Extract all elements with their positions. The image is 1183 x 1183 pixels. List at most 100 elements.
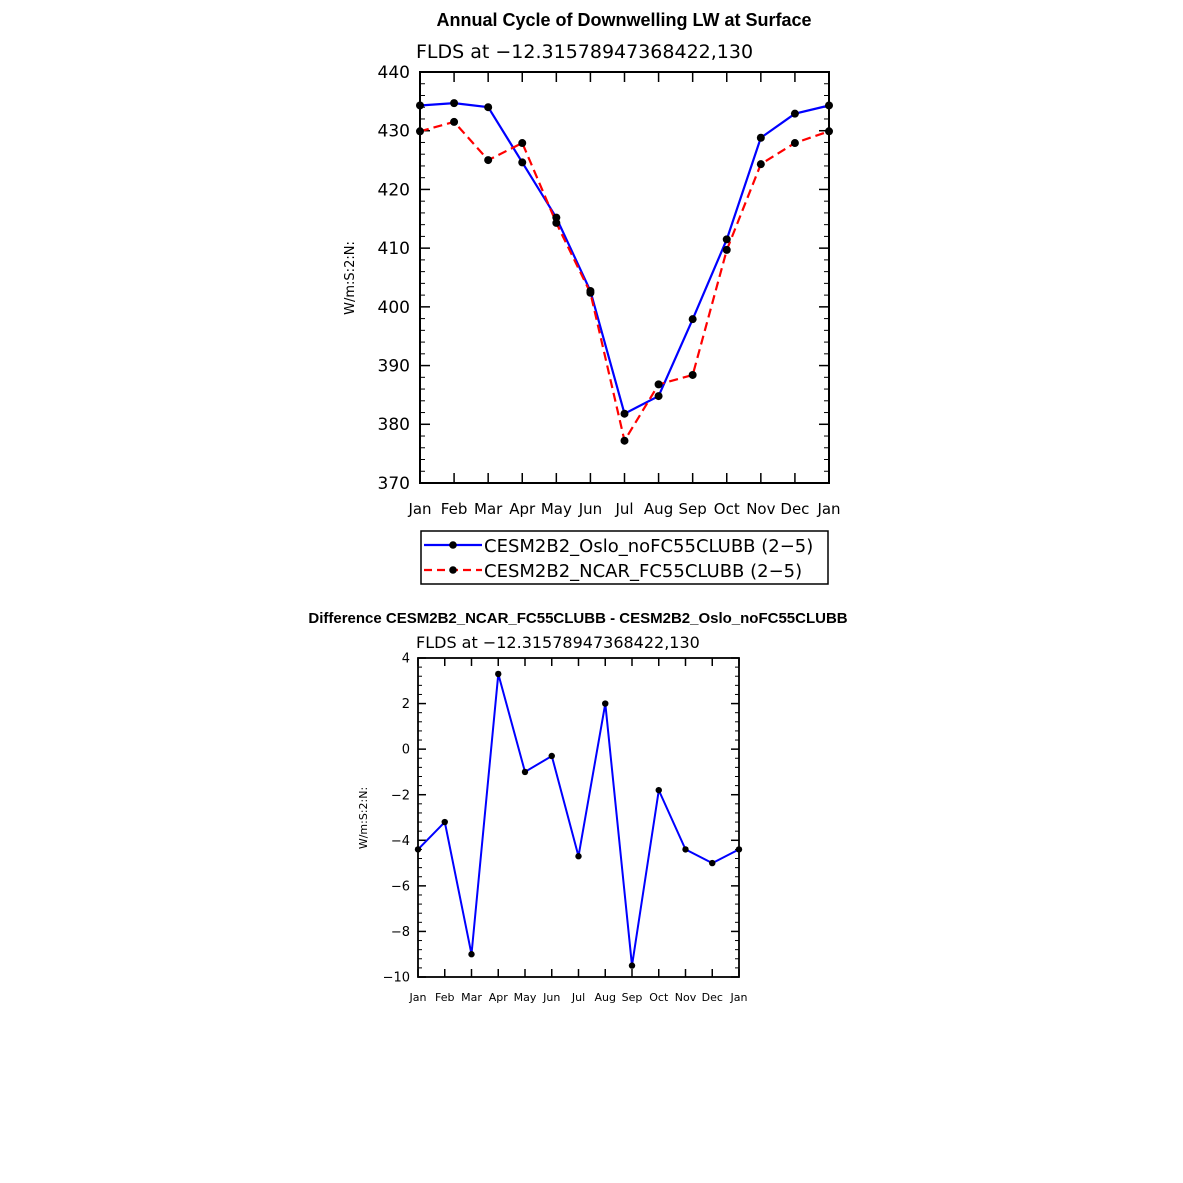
top-chart-title: Annual Cycle of Downwelling LW at Surfac… (436, 10, 811, 30)
data-point (756, 160, 765, 169)
x-tick-label: May (541, 500, 572, 518)
data-point (416, 101, 424, 110)
data-point (735, 846, 743, 853)
data-point (620, 409, 629, 418)
x-tick-label: Aug (595, 991, 616, 1004)
data-point (722, 245, 731, 254)
data-point (620, 436, 629, 445)
x-tick-label: Sep (622, 991, 643, 1004)
y-tick-label: 2 (402, 697, 410, 712)
y-tick-label: 400 (378, 298, 410, 318)
x-tick-label: Jan (407, 500, 431, 518)
legend-box (420, 530, 829, 585)
data-point (575, 853, 582, 860)
y-tick-label: 410 (378, 239, 410, 259)
data-point (709, 859, 716, 867)
bottom-chart-series (414, 670, 743, 969)
data-point (552, 218, 561, 227)
data-point (495, 670, 502, 678)
x-tick-label: Mar (461, 991, 482, 1004)
data-point (790, 139, 799, 148)
y-tick-label: −2 (391, 788, 410, 803)
y-tick-label: −8 (391, 925, 410, 940)
data-point (450, 117, 459, 126)
top-chart: Annual Cycle of Downwelling LW at Surfac… (343, 10, 841, 585)
data-point (468, 951, 475, 958)
bottom-chart-subtitle: FLDS at −12.31578947368422,130 (416, 633, 700, 652)
x-tick-label: Feb (441, 500, 468, 518)
bottom-chart-title: Difference CESM2B2_NCAR_FC55CLUBB - CESM… (308, 610, 847, 627)
data-point (655, 786, 662, 794)
legend: CESM2B2_Oslo_noFC55CLUBB (2−5) CESM2B2_N… (420, 530, 829, 585)
data-point (654, 392, 663, 401)
y-tick-label: 4 (402, 652, 410, 667)
top-chart-axes: 370 380 390 400 410 420 430 440 Jan Feb Mar Apr May J… (378, 63, 841, 518)
x-tick-label: Nov (746, 500, 775, 518)
data-point (825, 127, 833, 136)
data-point (602, 700, 609, 707)
legend-marker-ncar (449, 566, 457, 574)
data-point (484, 103, 493, 112)
y-tick-label: 380 (378, 415, 410, 435)
bottom-chart-axes: −10 −8 −6 −4 −2 0 2 4 Jan Feb Mar Apr May Jun Jul Aug Se… (383, 652, 748, 1004)
data-point (586, 288, 595, 297)
data-point (790, 109, 799, 118)
data-point (484, 156, 493, 165)
top-chart-series (416, 99, 833, 445)
y-tick-label: 430 (378, 122, 410, 142)
data-point (414, 846, 422, 853)
y-tick-label: 390 (378, 357, 410, 377)
y-tick-label: 0 (402, 743, 410, 758)
data-point (521, 768, 529, 776)
data-point (722, 235, 731, 244)
x-tick-label: Jul (571, 991, 585, 1004)
legend-label-ncar: CESM2B2_NCAR_FC55CLUBB (2−5) (484, 561, 802, 582)
data-point (628, 962, 636, 969)
x-tick-label: May (514, 991, 537, 1004)
data-point (756, 133, 765, 142)
x-tick-label: Dec (780, 500, 809, 518)
x-tick-label: Mar (474, 500, 503, 518)
legend-marker-oslo (449, 541, 457, 549)
bottom-chart: Difference CESM2B2_NCAR_FC55CLUBB - CESM… (308, 610, 847, 1004)
x-tick-label: Jan (409, 991, 427, 1004)
x-tick-label: Jan (730, 991, 748, 1004)
y-tick-label: 370 (378, 474, 410, 494)
data-point (688, 315, 697, 324)
data-point (518, 139, 527, 148)
y-tick-label: −10 (383, 971, 410, 986)
x-tick-label: Oct (649, 991, 669, 1004)
x-tick-label: Feb (435, 991, 454, 1004)
x-tick-label: Sep (679, 500, 707, 518)
bottom-chart-ylabel: W/m:S:2:N: (357, 787, 370, 849)
data-point (682, 846, 689, 853)
y-tick-label: −4 (391, 834, 410, 849)
data-point (518, 158, 527, 167)
data-point (416, 127, 424, 136)
x-tick-label: Apr (489, 991, 509, 1004)
x-tick-label: Dec (702, 991, 723, 1004)
x-tick-label: Jan (816, 500, 840, 518)
data-point (825, 101, 833, 110)
data-point (688, 370, 697, 379)
x-tick-label: Oct (714, 500, 740, 518)
y-tick-label: 440 (378, 63, 410, 83)
data-point (548, 752, 555, 760)
top-chart-ylabel: W/m:S:2:N: (343, 241, 358, 315)
y-tick-label: −6 (391, 879, 410, 894)
series-line-1 (419, 120, 830, 444)
x-tick-label: Jun (542, 991, 560, 1004)
x-tick-label: Jun (578, 500, 602, 518)
series-line-0 (417, 673, 740, 966)
data-point (441, 818, 448, 826)
x-tick-label: Aug (644, 500, 673, 518)
top-chart-subtitle: FLDS at −12.31578947368422,130 (416, 41, 753, 63)
x-tick-label: Jul (614, 500, 633, 518)
legend-label-oslo: CESM2B2_Oslo_noFC55CLUBB (2−5) (484, 536, 813, 557)
x-tick-label: Nov (675, 991, 697, 1004)
series-line-0 (419, 101, 830, 416)
data-point (654, 380, 663, 389)
y-tick-label: 420 (378, 180, 410, 200)
x-tick-label: Apr (509, 500, 536, 518)
